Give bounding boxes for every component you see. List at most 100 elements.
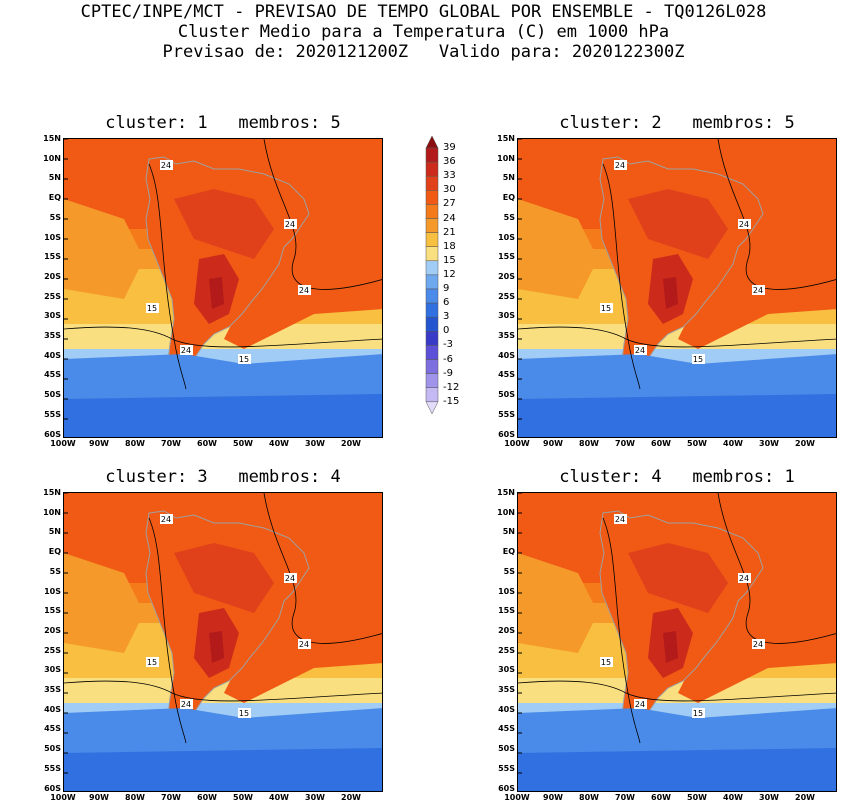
svg-text:15: 15 <box>239 355 249 364</box>
lat-label: 40S <box>44 350 61 360</box>
figure-title-line-1: CPTEC/INPE/MCT - PREVISAO DE TEMPO GLOBA… <box>80 2 767 22</box>
lon-label: 90W <box>89 439 109 448</box>
colorbar-label: -12 <box>443 381 460 393</box>
contour-line <box>717 139 836 290</box>
contour-label: 15 <box>692 708 705 718</box>
lat-label: 20S <box>498 625 515 635</box>
colorbar-label: -3 <box>443 339 453 351</box>
lon-label: 20W <box>341 439 361 448</box>
colorbar-swatch <box>425 387 439 403</box>
svg-text:24: 24 <box>753 640 763 649</box>
lon-label: 50W <box>233 793 253 802</box>
lat-label: 45S <box>498 724 515 734</box>
pacific-region <box>64 199 144 299</box>
lat-label: 5N <box>48 527 61 537</box>
colorbar-label: 12 <box>443 268 456 280</box>
lat-label: 60S <box>498 783 515 793</box>
lat-label: 10N <box>43 507 61 517</box>
lon-label: 20W <box>795 439 815 448</box>
lon-label: 40W <box>723 793 743 802</box>
pacific-region <box>518 199 598 299</box>
contour-line <box>148 517 187 744</box>
lon-label: 70W <box>161 439 181 448</box>
lon-label: 100W <box>504 439 530 448</box>
coldest-region <box>518 748 836 791</box>
pacific-region <box>64 553 144 653</box>
hot-region <box>174 543 274 613</box>
pacific-region <box>518 553 598 653</box>
lon-label: 70W <box>615 793 635 802</box>
hot-region <box>628 189 728 259</box>
contour-label: 24 <box>160 514 173 524</box>
hot-region <box>628 543 728 613</box>
contour-line <box>263 139 382 290</box>
lon-label: 80W <box>579 793 599 802</box>
coldest-region <box>518 394 836 437</box>
lon-label: 90W <box>543 793 563 802</box>
colorbar-label: 39 <box>443 142 456 153</box>
lat-label: 30S <box>44 311 61 321</box>
lat-label: 10S <box>44 232 61 242</box>
contour-label: 24 <box>752 639 765 649</box>
lat-label: 15N <box>497 488 515 497</box>
lat-label: 50S <box>44 744 61 754</box>
colorbar-swatch <box>425 204 439 219</box>
lat-label: 55S <box>498 763 515 773</box>
lat-label: 10S <box>498 586 515 596</box>
svg-text:15: 15 <box>147 304 157 313</box>
lat-label: 10N <box>497 507 515 517</box>
contour-label: 24 <box>160 160 173 170</box>
lat-label: 5S <box>503 566 515 576</box>
lat-label: 25S <box>44 291 61 301</box>
lat-label: 5S <box>49 566 61 576</box>
lat-label: 55S <box>44 409 61 419</box>
temperature-map-panel: 24 24 24 15 24 15 <box>63 492 383 792</box>
svg-text:24: 24 <box>739 220 749 229</box>
contour-label: 15 <box>146 657 159 667</box>
contour-label: 15 <box>238 354 251 364</box>
lat-label: 25S <box>498 291 515 301</box>
colorbar-swatch <box>425 331 439 346</box>
contour-label: 24 <box>634 345 647 355</box>
colorbar-swatch <box>425 401 439 415</box>
colorbar-label: -6 <box>443 353 453 365</box>
contour-line <box>263 493 382 644</box>
lat-label: 40S <box>44 704 61 714</box>
lat-label: 10N <box>43 153 61 163</box>
panel-title: cluster: 4 membros: 1 <box>559 467 795 487</box>
coldest-region <box>64 394 382 437</box>
lon-label: 50W <box>687 793 707 802</box>
lon-label: 90W <box>89 793 109 802</box>
lat-label: 25S <box>44 645 61 655</box>
colorbar-swatch <box>425 359 439 374</box>
colorbar-swatch <box>425 373 439 388</box>
lon-label: 60W <box>651 439 671 448</box>
colorbar-swatch <box>425 345 439 360</box>
figure-title-line-3: Previsao de: 2020121200Z Valido para: 20… <box>162 42 685 62</box>
lat-label: 10S <box>498 232 515 242</box>
contour-label: 24 <box>180 345 193 355</box>
svg-text:24: 24 <box>635 700 645 709</box>
lon-label: 40W <box>269 439 289 448</box>
colorbar-label: -9 <box>443 367 453 379</box>
svg-text:24: 24 <box>285 220 295 229</box>
lat-label: 30S <box>498 665 515 675</box>
lon-label: 90W <box>543 439 563 448</box>
contour-label: 15 <box>600 303 613 313</box>
contour-label: 24 <box>180 699 193 709</box>
lat-label: 60S <box>44 783 61 793</box>
lat-label: 15S <box>44 606 61 616</box>
contour-label: 24 <box>634 699 647 709</box>
lat-label: 15S <box>498 606 515 616</box>
lat-label: 35S <box>498 331 515 340</box>
svg-text:24: 24 <box>161 515 171 524</box>
lat-label: 15N <box>43 134 61 143</box>
lat-label: 45S <box>44 370 61 380</box>
coldest-region <box>64 748 382 791</box>
svg-text:24: 24 <box>285 574 295 583</box>
lon-label: 30W <box>759 439 779 448</box>
svg-text:24: 24 <box>181 346 191 355</box>
svg-text:15: 15 <box>239 709 249 718</box>
lat-label: 40S <box>498 350 515 360</box>
lat-label: EQ <box>48 547 61 557</box>
